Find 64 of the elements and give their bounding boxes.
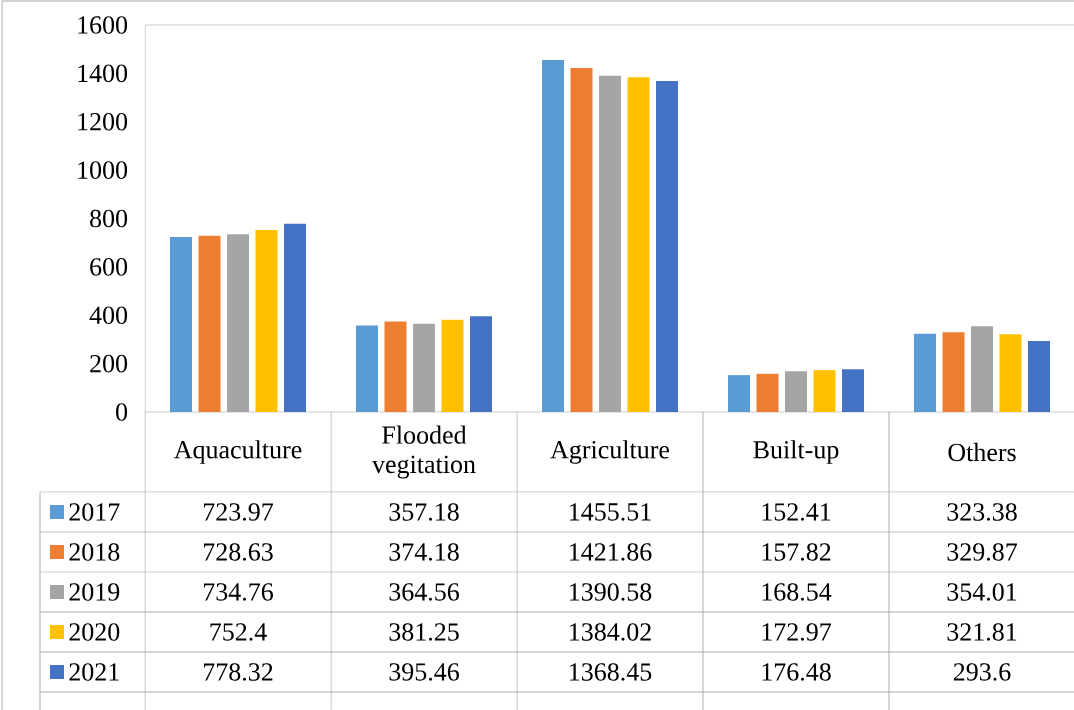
bar xyxy=(756,373,779,412)
data-label: 1455.51 xyxy=(570,503,651,521)
bar xyxy=(284,223,307,412)
y-tick-label: 1000 xyxy=(78,161,128,179)
bar xyxy=(942,332,965,412)
bar xyxy=(570,68,593,412)
data-label: 354.01 xyxy=(947,583,1017,601)
y-tick-label: 1600 xyxy=(78,16,128,34)
y-tick-label: 0 xyxy=(116,403,128,421)
data-label: 734.76 xyxy=(203,583,273,601)
data-label: 293.6 xyxy=(953,663,1011,681)
data-label: 168.54 xyxy=(762,583,832,601)
data-label: 381.25 xyxy=(389,623,459,641)
data-label: 152.41 xyxy=(762,503,831,521)
bar xyxy=(656,81,679,412)
data-label: 176.48 xyxy=(762,663,831,681)
bar xyxy=(813,370,836,412)
legend-label: 2020 xyxy=(69,623,120,641)
bar xyxy=(541,59,564,412)
data-label: 1368.45 xyxy=(570,663,652,681)
bar xyxy=(470,316,493,412)
x-tick-label: Agriculture xyxy=(550,440,670,464)
y-tick-label: 200 xyxy=(90,354,128,373)
data-label: 323.38 xyxy=(947,503,1017,521)
y-tick-label: 600 xyxy=(90,258,128,276)
legend-label: 2019 xyxy=(69,583,120,601)
y-tick-label: 400 xyxy=(89,306,128,325)
y-tick-label: 1200 xyxy=(78,112,128,131)
x-tick-label: Flooded vegitation xyxy=(372,425,476,479)
bar xyxy=(198,235,221,412)
x-tick-label: Aquaculture xyxy=(174,440,302,464)
bar xyxy=(627,77,650,412)
data-label: 1421.86 xyxy=(570,543,652,561)
bar xyxy=(355,325,378,412)
bar xyxy=(255,230,278,412)
legend-label: 2018 xyxy=(69,543,120,561)
data-label: 1390.58 xyxy=(570,583,652,601)
data-label: 374.18 xyxy=(389,543,459,561)
bar xyxy=(169,236,192,412)
data-label: 778.32 xyxy=(203,663,273,681)
legend-label: 2017 xyxy=(69,503,120,521)
legend-label: 2021 xyxy=(69,663,119,681)
bar xyxy=(384,321,407,412)
data-label: 364.56 xyxy=(389,583,459,601)
data-label: 723.97 xyxy=(203,503,274,521)
bar xyxy=(842,369,865,412)
x-tick-label: Built-up xyxy=(753,440,839,464)
data-label: 329.87 xyxy=(947,543,1018,561)
bar xyxy=(441,319,464,412)
bar xyxy=(999,334,1022,412)
bar xyxy=(727,375,750,412)
bar xyxy=(1028,340,1051,412)
data-label: 1384.02 xyxy=(570,623,651,641)
data-label: 728.63 xyxy=(203,543,273,561)
data-label: 321.81 xyxy=(947,623,1017,641)
data-label: 357.18 xyxy=(389,503,459,521)
x-tick-label: Others xyxy=(948,442,1016,462)
y-tick-label: 1400 xyxy=(78,64,128,83)
data-label: 172.97 xyxy=(762,623,832,641)
data-label: 157.82 xyxy=(762,543,831,561)
bar xyxy=(913,333,936,412)
data-label: 752.4 xyxy=(210,623,267,641)
data-label: 395.46 xyxy=(389,663,459,681)
y-tick-label: 800 xyxy=(90,209,128,228)
